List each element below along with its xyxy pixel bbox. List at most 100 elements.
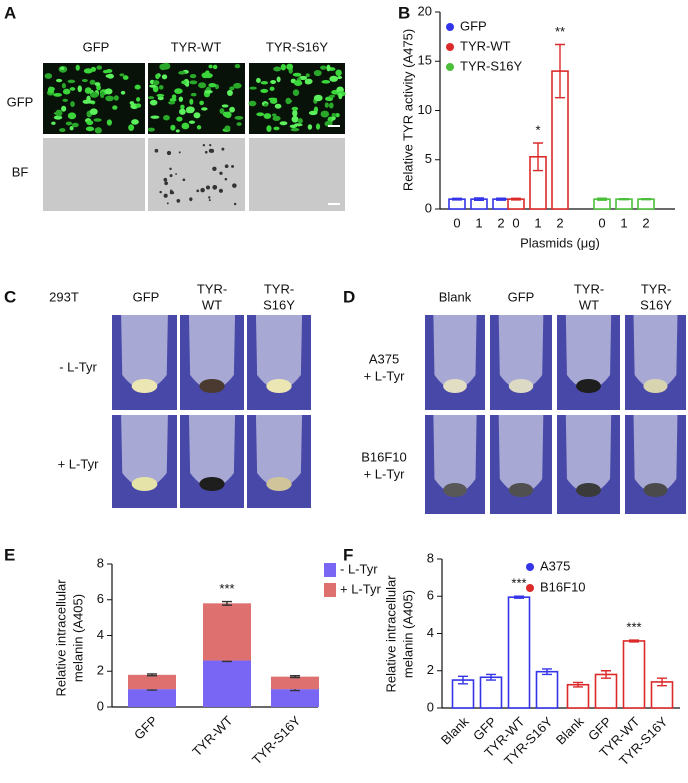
bar — [622, 640, 646, 709]
pellet — [643, 483, 668, 497]
cell — [320, 65, 327, 70]
legend-label: B16F10 — [540, 579, 586, 594]
cell — [105, 74, 113, 78]
y-tick-label: 6 — [97, 591, 104, 606]
melanin-dot — [163, 193, 168, 198]
y-tick-label: 2 — [427, 662, 434, 677]
cell — [147, 96, 155, 100]
cell — [280, 63, 286, 71]
y-tick-label: 8 — [427, 550, 434, 565]
column-header: TYR- — [641, 281, 671, 296]
cell — [290, 127, 300, 132]
cell — [93, 118, 102, 122]
cell — [273, 66, 282, 72]
cell — [272, 115, 281, 121]
cell — [196, 125, 202, 130]
cell — [102, 69, 109, 74]
cell — [100, 91, 105, 99]
x-tick-label: 1 — [620, 215, 627, 230]
melanin-dot — [224, 164, 229, 169]
legend-marker — [526, 563, 534, 571]
cell — [62, 98, 68, 102]
cell — [61, 105, 67, 112]
cell — [276, 76, 281, 83]
cell — [268, 97, 278, 101]
error-bar — [452, 197, 462, 201]
cell — [229, 86, 235, 91]
pellet — [576, 379, 601, 393]
bar — [203, 660, 251, 707]
cell — [70, 101, 75, 107]
y-axis-title: Relative intracellular — [53, 579, 68, 697]
cell — [81, 78, 88, 83]
cell — [285, 97, 292, 105]
panel-label: D — [343, 287, 355, 306]
y-axis-title: melanin (A405) — [400, 590, 415, 678]
cell — [221, 104, 229, 108]
cell — [263, 103, 269, 107]
cell — [128, 124, 135, 132]
error-bar — [542, 668, 552, 676]
legend-marker — [526, 584, 534, 592]
legend-marker — [324, 563, 336, 577]
y-tick-label: 4 — [97, 627, 104, 642]
error-bar — [514, 595, 524, 599]
cell — [269, 86, 275, 91]
error-bar — [290, 675, 300, 679]
error-bar — [641, 197, 651, 201]
cell — [270, 79, 277, 85]
pellet — [199, 477, 225, 491]
cell — [94, 82, 101, 87]
x-tick-label: 1 — [475, 215, 482, 230]
cell — [59, 66, 65, 70]
melanin-dot — [219, 171, 223, 175]
cell — [84, 87, 92, 94]
cell — [171, 94, 177, 100]
pellet — [508, 379, 534, 393]
cell — [305, 73, 310, 78]
y-tick-label: 0 — [427, 699, 434, 714]
melanin-dot — [212, 166, 217, 171]
tube — [633, 415, 678, 494]
cell — [55, 109, 63, 117]
cell — [226, 89, 233, 97]
cell — [236, 122, 242, 126]
panel-label: E — [4, 545, 15, 564]
cell — [212, 64, 218, 70]
cell — [292, 109, 298, 117]
cell — [157, 96, 164, 101]
legend-label: + L-Tyr — [340, 581, 381, 596]
melanin-dot — [176, 198, 181, 203]
cell — [189, 74, 197, 79]
cell — [180, 104, 185, 110]
error-bar — [222, 600, 232, 606]
melanin-dot — [200, 187, 205, 193]
cell — [168, 101, 176, 105]
melanin-dot — [221, 147, 225, 151]
pellet — [199, 379, 225, 393]
significance: *** — [626, 619, 641, 634]
x-tick-label: TYR-WT — [189, 713, 235, 759]
x-tick-label: 0 — [598, 215, 605, 230]
y-axis-title: Relative intracellular — [383, 575, 398, 693]
error-bar — [486, 673, 496, 681]
cell — [181, 80, 187, 85]
melanin-dot — [172, 191, 175, 195]
tube — [188, 315, 236, 390]
y-tick-label: 8 — [97, 555, 104, 570]
cell — [136, 97, 141, 102]
bar — [594, 673, 618, 709]
cell — [274, 103, 282, 109]
cell — [307, 124, 313, 130]
cell — [75, 64, 80, 71]
x-axis-title: Plasmids (μg) — [520, 235, 600, 250]
tube — [121, 315, 168, 390]
pellet — [131, 379, 158, 393]
legend-label: GFP — [460, 18, 487, 33]
cell — [106, 119, 112, 126]
cell — [156, 93, 165, 98]
cell — [329, 75, 339, 82]
y-tick-label: 20 — [418, 3, 432, 18]
cell — [150, 115, 160, 119]
legend-label: TYR-S16Y — [460, 58, 522, 73]
